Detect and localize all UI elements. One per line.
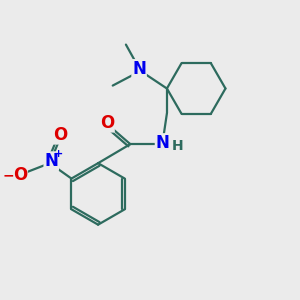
Text: N: N xyxy=(132,60,146,78)
Text: O: O xyxy=(13,166,27,184)
Text: H: H xyxy=(171,140,183,154)
Text: +: + xyxy=(54,149,63,159)
Text: N: N xyxy=(44,152,58,170)
Text: N: N xyxy=(156,134,170,152)
Text: O: O xyxy=(53,126,67,144)
Text: −: − xyxy=(3,169,15,183)
Text: O: O xyxy=(100,114,114,132)
